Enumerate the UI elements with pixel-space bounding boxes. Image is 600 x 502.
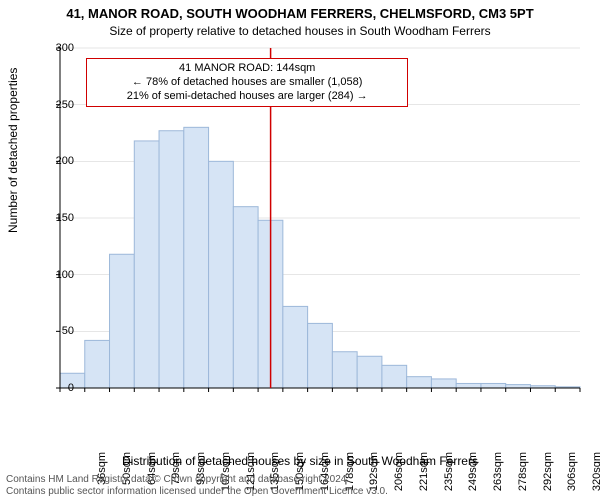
y-tick-label: 300 — [56, 42, 74, 54]
y-tick-label: 50 — [62, 325, 74, 337]
y-tick-label: 250 — [56, 99, 74, 111]
chart-subtitle: Size of property relative to detached ho… — [0, 24, 600, 38]
footer-line1: Contains HM Land Registry data © Crown c… — [6, 474, 596, 486]
annotation-line1: 41 MANOR ROAD: 144sqm — [93, 62, 401, 76]
y-axis-label: Number of detached properties — [6, 68, 20, 233]
annotation-box: 41 MANOR ROAD: 144sqm ← 78% of detached … — [86, 58, 408, 107]
annotation-line3: 21% of semi-detached houses are larger (… — [93, 90, 401, 104]
annotation-line2: ← 78% of detached houses are smaller (1,… — [93, 76, 401, 90]
chart-container: 41, MANOR ROAD, SOUTH WOODHAM FERRERS, C… — [0, 0, 600, 500]
x-axis-label: Distribution of detached houses by size … — [0, 454, 600, 468]
y-tick-label: 150 — [56, 212, 74, 224]
y-tick-label: 0 — [68, 382, 74, 394]
chart-title: 41, MANOR ROAD, SOUTH WOODHAM FERRERS, C… — [0, 6, 600, 21]
footer-attribution: Contains HM Land Registry data © Crown c… — [6, 474, 596, 498]
footer-line2: Contains public sector information licen… — [6, 486, 596, 498]
y-tick-label: 100 — [56, 269, 74, 281]
y-tick-label: 200 — [56, 155, 74, 167]
